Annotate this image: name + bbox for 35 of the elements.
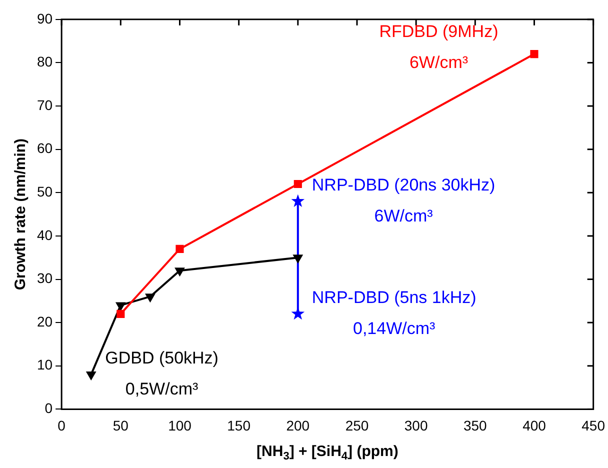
y-tick-label: 50 <box>36 184 53 200</box>
y-tick-label: 20 <box>36 313 53 330</box>
y-tick-label: 10 <box>36 356 53 373</box>
y-tick-label: 80 <box>36 54 53 70</box>
y-tick-label: 40 <box>36 226 53 243</box>
point <box>293 254 303 264</box>
x-tick-label: 100 <box>168 417 192 434</box>
x-tick-label: 250 <box>345 417 369 434</box>
point <box>116 310 125 318</box>
y-tick-label: 70 <box>36 96 53 113</box>
x-tick-label: 50 <box>112 417 129 434</box>
annotation: NRP-DBD (5ns 1kHz) 0,14W/cm³ <box>312 288 476 338</box>
point <box>116 302 126 311</box>
x-tick-label: 300 <box>404 417 428 434</box>
annotation: RFDBD (9MHz) 6W/cm³ <box>379 22 498 72</box>
x-tick-label: 150 <box>227 417 251 434</box>
x-tick-label: 200 <box>286 417 310 434</box>
point <box>174 268 185 276</box>
x-tick-label: 0 <box>58 417 66 434</box>
y-tick-label: 90 <box>36 10 53 26</box>
y-tick-label: 0 <box>44 400 53 416</box>
point <box>145 294 156 302</box>
point <box>294 180 302 188</box>
point <box>530 50 538 58</box>
y-axis-title: Growth rate (nm/min) <box>12 138 30 290</box>
x-tick-label: 400 <box>522 417 546 434</box>
point <box>291 194 305 207</box>
x-tick-label: 350 <box>463 417 488 434</box>
x-tick-label: 450 <box>582 417 606 434</box>
point <box>86 372 96 380</box>
y-tick-label: 60 <box>36 140 53 156</box>
point <box>176 244 184 253</box>
annotation: NRP-DBD (20ns 30kHz) 6W/cm³ <box>312 175 496 226</box>
annotation: GDBD (50kHz) 0,5W/cm³ <box>105 348 218 399</box>
y-tick-label: 30 <box>36 270 53 286</box>
